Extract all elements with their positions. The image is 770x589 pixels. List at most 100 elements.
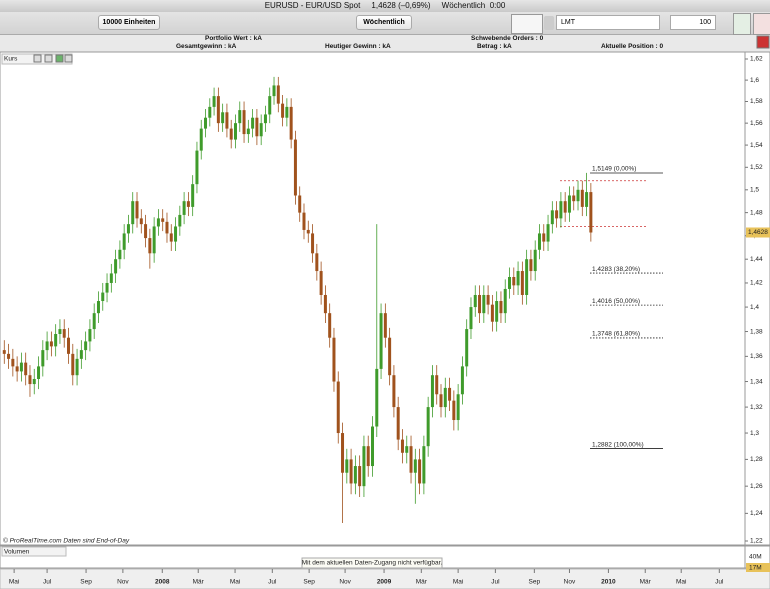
candle-body (152, 226, 156, 254)
candle-body (11, 358, 15, 367)
candle-body (362, 446, 366, 487)
candle-body (233, 123, 237, 140)
candle-body (92, 313, 96, 330)
candle-body (379, 313, 383, 369)
notice-box (301, 557, 443, 569)
x-tick-label: Nov (564, 579, 576, 586)
candle-body (396, 407, 400, 440)
tool-icon[interactable] (44, 54, 53, 63)
candle-body (148, 238, 152, 254)
units-dropdown[interactable]: 10000 Einheiten (98, 15, 160, 30)
candle-body (293, 139, 297, 196)
candle-body (118, 249, 122, 260)
candle-body (246, 128, 250, 135)
sell-button[interactable] (753, 13, 770, 35)
order-type-field[interactable]: LMT (556, 15, 660, 30)
candle-body (229, 128, 233, 140)
tool-icon[interactable] (64, 54, 73, 63)
chart-type-button[interactable] (511, 14, 543, 34)
candle-body (328, 313, 332, 338)
x-tick-label: Sep (303, 579, 315, 586)
close-button[interactable] (756, 35, 770, 49)
price-panel-label: Kurs (4, 56, 18, 63)
candle-body (580, 189, 584, 207)
candle-body (199, 128, 203, 151)
candle-body (259, 123, 263, 137)
amount: Betrag : kA (477, 43, 512, 50)
x-tick-label: Mai (230, 579, 240, 586)
candle-body (19, 362, 23, 372)
price-axis (744, 51, 770, 546)
y-tick-label: 1,54 (750, 142, 763, 149)
candle-body (546, 224, 550, 242)
candle-body (2, 350, 6, 354)
candle-body (495, 301, 499, 322)
candle-body (409, 446, 413, 473)
candle-body (452, 400, 456, 421)
y-tick-label: 1,58 (750, 98, 763, 105)
tool-icon[interactable] (55, 54, 64, 63)
y-tick-label: 1,34 (750, 378, 763, 385)
candle-body (435, 375, 439, 395)
x-tick-label: Mai (9, 579, 19, 586)
x-tick-label: 2008 (155, 579, 170, 586)
candle-body (126, 224, 130, 234)
period-dropdown[interactable]: Wöchentlich (356, 15, 412, 30)
candle-body (263, 114, 267, 124)
candle-body (238, 110, 242, 124)
y-tick-label: 1,6 (750, 77, 759, 84)
candle-body (208, 106, 212, 118)
current-position: Aktuelle Position : 0 (601, 43, 664, 50)
candle-body (371, 426, 374, 467)
candle-body (165, 221, 169, 234)
candle-body (567, 195, 571, 213)
tool-button[interactable] (544, 16, 554, 30)
candle-body (332, 337, 336, 382)
candle-body (32, 378, 36, 385)
candle-body (512, 276, 516, 286)
candle-body (37, 366, 41, 379)
candle-body (533, 249, 537, 272)
candle-body (499, 301, 503, 314)
candle-body (174, 226, 178, 242)
candle-body (542, 233, 546, 242)
candle-body (135, 201, 139, 219)
candle-body (169, 233, 173, 242)
candle-body (383, 313, 387, 338)
y-tick-label: 1,3 (750, 430, 759, 437)
fib-label: 1,3748 (61,80%) (592, 331, 640, 338)
x-tick-label: 2009 (377, 579, 392, 586)
candle-body (96, 301, 100, 314)
last-price-label: 1,4628 (748, 229, 768, 236)
candle-body (101, 292, 105, 302)
candle-body (28, 375, 32, 385)
candle-body (486, 294, 490, 305)
todays-gain: Heutiger Gewinn : kA (325, 43, 391, 50)
candle-body (306, 229, 310, 234)
x-tick-label: Jul (43, 579, 52, 586)
candle-body (45, 341, 49, 351)
y-tick-label: 1,24 (750, 510, 763, 517)
y-tick-label: 1,44 (750, 256, 763, 263)
y-tick-label: 1,26 (750, 483, 763, 490)
volume-panel-header (1, 546, 67, 557)
candle-body (302, 212, 306, 230)
candle-body (426, 407, 430, 447)
y-tick-label: 1,38 (750, 328, 763, 335)
candle-body (58, 329, 62, 335)
candle-body (54, 334, 58, 347)
candle-body (212, 96, 216, 107)
buy-button[interactable] (733, 13, 751, 35)
x-tick-label: Mai (676, 579, 686, 586)
quantity-field[interactable]: 100 (670, 15, 716, 30)
candle-body (281, 103, 285, 118)
candle-body (439, 394, 443, 408)
candle-body (186, 201, 190, 207)
candle-body (131, 201, 135, 225)
candle-body (156, 218, 160, 227)
candle-body (139, 218, 143, 225)
candle-body (388, 337, 392, 376)
candle-body (298, 195, 302, 213)
tool-icon[interactable] (33, 54, 42, 63)
